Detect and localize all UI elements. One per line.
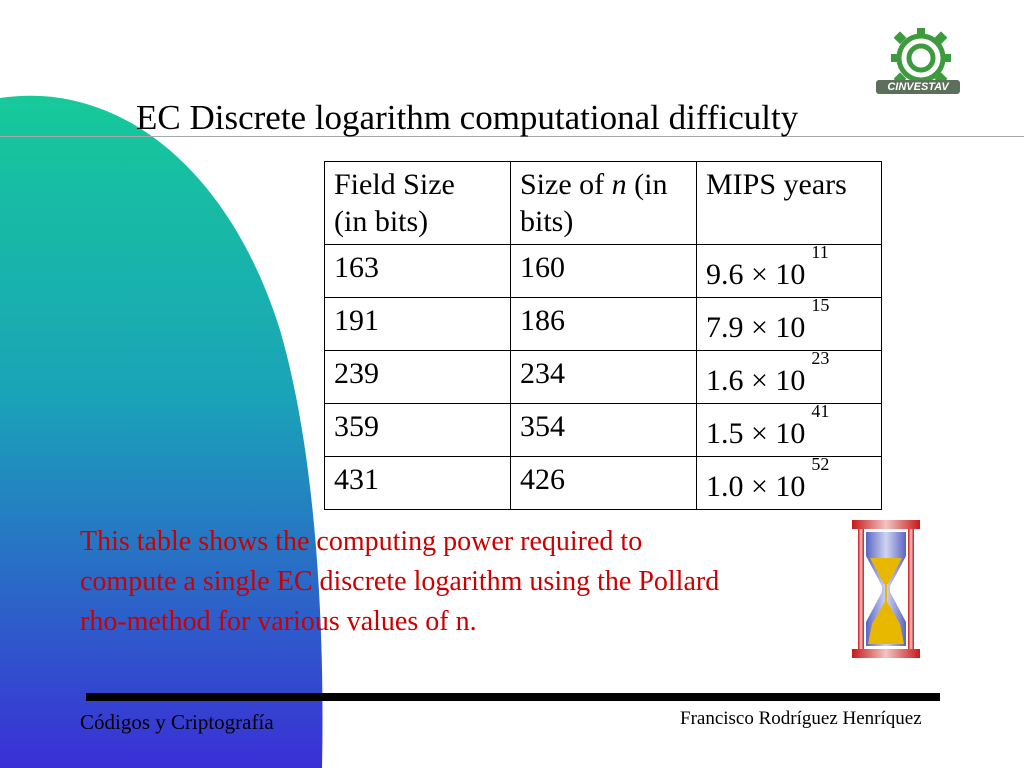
header-text: bits)	[520, 205, 574, 238]
logo-text: CINVESTAV	[876, 80, 960, 94]
cell-mips: 7.9 × 1015	[696, 295, 882, 351]
caption-line: rho-method for various values of n.	[80, 606, 477, 637]
header-mips-years: MIPS years	[696, 161, 882, 245]
mips-base: 9.6 × 10	[706, 258, 806, 291]
header-text: (in	[626, 168, 668, 201]
caption-line: This table shows the computing power req…	[80, 526, 643, 557]
header-text: Field Size	[334, 168, 455, 201]
mips-base: 1.6 × 10	[706, 364, 806, 397]
mips-exponent: 52	[811, 454, 830, 474]
background-gradient-shape	[0, 95, 323, 768]
cinvestav-logo-icon	[891, 28, 951, 88]
mips-base: 7.9 × 10	[706, 311, 806, 344]
footer-author: Francisco Rodríguez Henríquez	[680, 708, 922, 729]
mips-exponent: 11	[811, 242, 829, 262]
footer-course-title: Códigos y Criptografía	[80, 710, 274, 734]
top-divider	[0, 136, 1024, 137]
cell-n-size: 354	[510, 403, 697, 457]
mips-exponent: 41	[811, 401, 830, 421]
difficulty-table: Field Size (in bits) Size of n (in bits)…	[324, 161, 882, 510]
slide-title: EC Discrete logarithm computational diff…	[136, 98, 799, 137]
header-n-size: Size of n (in bits)	[510, 161, 697, 245]
cell-mips: 9.6 × 1011	[696, 242, 882, 298]
mips-base: 1.5 × 10	[706, 417, 806, 450]
mips-exponent: 15	[811, 295, 830, 315]
cell-n-size: 234	[510, 350, 697, 404]
cell-field-size: 359	[324, 403, 511, 457]
header-variable: n	[611, 168, 627, 201]
header-field-size: Field Size (in bits)	[324, 161, 511, 245]
cell-field-size: 163	[324, 244, 511, 298]
cell-mips: 1.0 × 1052	[696, 454, 882, 510]
cell-mips: 1.5 × 1041	[696, 401, 882, 457]
header-text: Size of	[520, 168, 612, 201]
table-row: 239 234 1.6 × 1023	[324, 348, 882, 404]
mips-exponent: 23	[811, 348, 830, 368]
header-text: MIPS years	[706, 168, 847, 201]
hourglass-icon	[852, 520, 920, 658]
cell-field-size: 431	[324, 456, 511, 510]
caption-line: compute a single EC discrete logarithm u…	[80, 566, 720, 597]
cell-n-size: 426	[510, 456, 697, 510]
table-row: 431 426 1.0 × 1052	[324, 454, 882, 510]
cell-field-size: 239	[324, 350, 511, 404]
table-caption: This table shows the computing power req…	[80, 522, 880, 642]
cell-n-size: 186	[510, 297, 697, 351]
mips-base: 1.0 × 10	[706, 470, 806, 503]
cell-mips: 1.6 × 1023	[696, 348, 882, 404]
bottom-divider	[86, 693, 940, 701]
table-row: 163 160 9.6 × 1011	[324, 242, 882, 298]
table-row: 359 354 1.5 × 1041	[324, 401, 882, 457]
cell-field-size: 191	[324, 297, 511, 351]
table-row: 191 186 7.9 × 1015	[324, 295, 882, 351]
header-text: (in bits)	[334, 205, 429, 238]
cell-n-size: 160	[510, 244, 697, 298]
table-header-row: Field Size (in bits) Size of n (in bits)…	[324, 161, 882, 245]
